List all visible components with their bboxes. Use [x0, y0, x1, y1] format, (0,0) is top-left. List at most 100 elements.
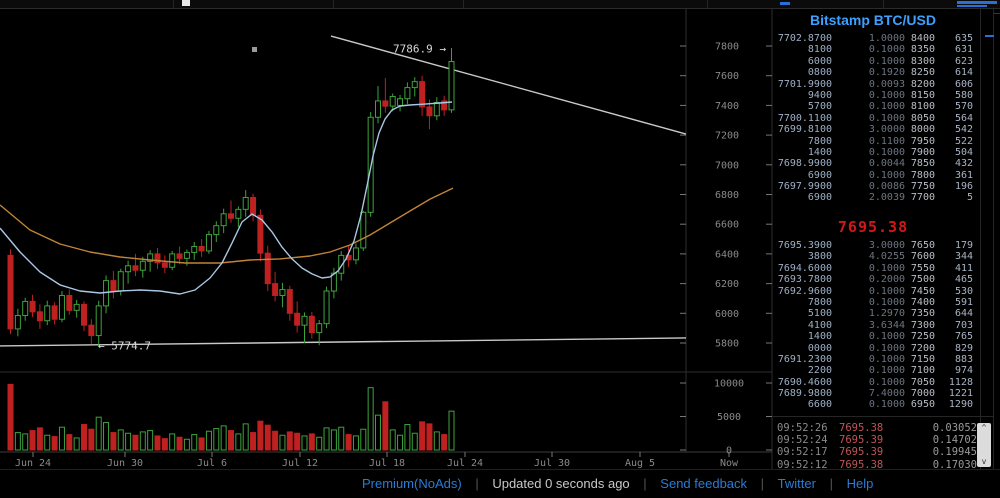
- svg-text:Jul 18: Jul 18: [369, 458, 405, 469]
- bid-row-cell: 0.1000: [868, 262, 905, 274]
- bid-row: 7695.3900 3.0000 7650 179: [773, 240, 973, 251]
- bid-row-cell: 0.1000: [868, 399, 905, 411]
- panel-border: [993, 8, 994, 469]
- svg-text:6000: 6000: [715, 309, 739, 320]
- last-price: 7695.38: [837, 218, 909, 236]
- ask-row-cell: 0.1000: [868, 169, 905, 181]
- bid-row-cell: 0.1000: [868, 331, 905, 343]
- ask-row-cell: 0.0044: [868, 158, 905, 170]
- recent-trades-list: 09:52:26 7695.38 0.03052 09:52:24 7695.39 0.1…: [777, 422, 977, 469]
- premium-link[interactable]: Premium(NoAds): [362, 476, 462, 491]
- ask-row-cell: 196: [954, 181, 973, 193]
- trades-scrollbar[interactable]: ^ v: [977, 423, 991, 467]
- ask-row-cell: 0.1920: [868, 67, 905, 79]
- ask-row: 0800 0.1920 8250 614: [773, 67, 973, 78]
- bid-row-cell: 7650: [910, 240, 935, 251]
- trade-row-cell: 0.19945: [932, 446, 977, 459]
- ask-row-cell: 8400: [910, 33, 935, 44]
- bid-row-cell: 7694.6000: [777, 262, 832, 274]
- ask-row-cell: 623: [954, 55, 973, 67]
- bid-row: 7689.9800 7.4000 7000 1221: [773, 388, 973, 399]
- bid-row: 6600 0.1000 6950 1290: [773, 399, 973, 410]
- bid-row-cell: 765: [954, 331, 973, 343]
- scroll-up-arrow-icon[interactable]: ^: [981, 423, 987, 432]
- bid-row-cell: 7692.9600: [777, 285, 832, 297]
- toolbar-divider: [333, 0, 334, 8]
- toolbar-divider: [463, 0, 464, 8]
- ask-row: 8100 0.1000 8350 631: [773, 44, 973, 55]
- svg-text:7400: 7400: [715, 101, 739, 112]
- bid-row-cell: 7400: [910, 296, 935, 308]
- ask-row-cell: 6000: [807, 55, 832, 67]
- toolbar-link-remnant[interactable]: [957, 5, 987, 7]
- bid-row-cell: 0.1000: [868, 353, 905, 365]
- ask-row-cell: 564: [954, 112, 973, 124]
- bid-row-cell: 1221: [948, 388, 973, 400]
- bid-row-cell: 6950: [910, 399, 935, 411]
- ask-row-cell: 570: [954, 101, 973, 113]
- ask-row-cell: 8000: [910, 124, 935, 136]
- svg-text:5000: 5000: [717, 412, 741, 423]
- bid-row-cell: 7689.9800: [777, 388, 832, 400]
- bid-row: 7690.4600 0.1000 7050 1128: [773, 377, 973, 388]
- trade-row-cell: 0.03052: [932, 422, 977, 434]
- bid-row-cell: 591: [954, 296, 973, 308]
- bid-row: 7694.6000 0.1000 7550 411: [773, 263, 973, 274]
- bid-row-cell: 0.1000: [868, 376, 905, 388]
- toolbar-link-remnant[interactable]: [780, 2, 790, 5]
- bid-row-cell: 7691.2300: [777, 353, 832, 365]
- bid-row-cell: 0.1000: [868, 285, 905, 297]
- bid-row-cell: 703: [954, 319, 973, 331]
- ask-row-cell: 7850: [910, 158, 935, 170]
- svg-text:Jul 6: Jul 6: [197, 458, 227, 469]
- order-book-asks: 7702.8700 1.0000 8400 635 8100 0.1000 8350 631 6…: [773, 33, 973, 204]
- bid-row-cell: 7550: [910, 262, 935, 274]
- toolbar-divider: [173, 0, 174, 8]
- bid-row-cell: 7450: [910, 285, 935, 297]
- ask-row-cell: 7700.1100: [777, 112, 832, 124]
- panel-link-remnant[interactable]: [985, 35, 994, 37]
- bid-row-cell: 179: [954, 240, 973, 251]
- exchange-pair-title: Bitstamp BTC/USD: [809, 12, 936, 28]
- trade-row-cell: 0.14702: [932, 434, 977, 447]
- bid-row-cell: 883: [954, 353, 973, 365]
- scroll-down-arrow-icon[interactable]: v: [981, 457, 987, 466]
- bid-row-cell: 7150: [910, 353, 935, 365]
- bid-row-cell: 465: [954, 274, 973, 286]
- toolbar-link-remnant[interactable]: [957, 1, 997, 4]
- bid-row: 7691.2300 0.1000 7150 883: [773, 354, 973, 365]
- footer-separator: |: [829, 476, 833, 491]
- trade-row-cell: 7695.38: [839, 458, 884, 469]
- ask-row-cell: 7698.9900: [777, 158, 832, 170]
- ask-row-cell: 3.0000: [868, 124, 905, 136]
- ask-row-cell: 8250: [910, 67, 935, 79]
- svg-text:Jul 12: Jul 12: [282, 458, 318, 469]
- bid-row: 2200 0.1000 7100 974: [773, 365, 973, 376]
- bid-row-cell: 7693.7800: [777, 274, 832, 286]
- ask-row-cell: 7702.8700: [777, 33, 832, 44]
- toolbar-active-tab-remnant[interactable]: [182, 0, 190, 6]
- send-feedback-link[interactable]: Send feedback: [660, 476, 748, 491]
- bid-row-cell: 530: [954, 285, 973, 297]
- bid-row-cell: 1290: [948, 399, 973, 411]
- bid-row: 0000 0.1000 7200 829: [773, 343, 973, 354]
- ask-row: 7698.9900 0.0044 7850 432: [773, 158, 973, 169]
- ask-row-cell: 7701.9900: [777, 78, 832, 90]
- twitter-link[interactable]: Twitter: [777, 476, 816, 491]
- trade-row: 09:52:24 7695.39 0.14702: [777, 434, 977, 446]
- bid-row-cell: 411: [954, 262, 973, 274]
- ask-row-cell: 8100: [910, 101, 935, 113]
- ask-row: 7697.9900 0.0086 7750 196: [773, 181, 973, 192]
- help-link[interactable]: Help: [846, 476, 874, 491]
- ask-row-cell: 635: [954, 33, 973, 44]
- trade-row-cell: 09:52:26: [777, 422, 828, 434]
- svg-text:0: 0: [726, 446, 732, 457]
- svg-text:Jun 24: Jun 24: [15, 458, 51, 469]
- svg-text:Aug 5: Aug 5: [625, 458, 655, 469]
- bid-row-cell: 7100: [910, 365, 935, 377]
- toolbar-divider: [707, 0, 708, 8]
- ask-row: 6900 0.1000 7800 361: [773, 170, 973, 181]
- bid-row-cell: 7800: [807, 296, 832, 308]
